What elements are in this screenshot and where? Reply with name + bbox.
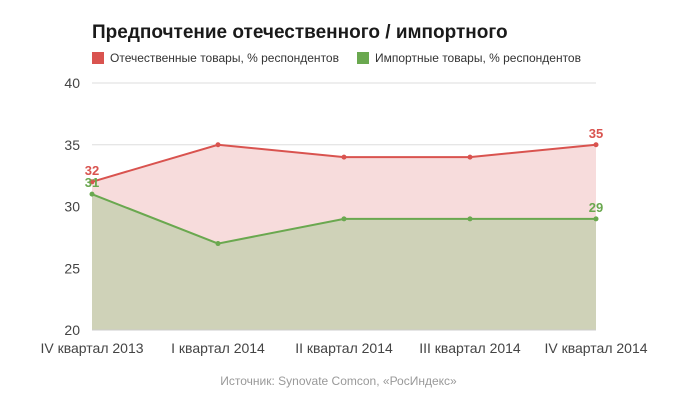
point-series-0-4: [593, 142, 599, 148]
data-label-series-0-4: 35: [589, 126, 603, 141]
data-label-series-1-4: 29: [589, 200, 603, 215]
chart-title: Предпочтение отечественного / импортного: [92, 22, 508, 43]
legend-item-domestic: Отечественные товары, % респондентов: [92, 51, 339, 65]
point-series-0-2: [341, 154, 347, 160]
legend-swatch-import: [356, 52, 369, 64]
legend-item-import: Импортные товары, % респондентов: [356, 51, 581, 65]
data-label-series-0-0: 32: [85, 163, 99, 178]
legend: Отечественные товары, % респондентов Имп…: [92, 51, 599, 65]
y-tick-label-3: 35: [64, 137, 80, 153]
legend-label-import: Импортные товары, % респондентов: [374, 51, 581, 65]
data-label-series-1-0: 31: [85, 175, 99, 190]
y-tick-label-1: 25: [64, 260, 80, 276]
legend-label-domestic: Отечественные товары, % респондентов: [110, 51, 339, 65]
x-tick-label-2: II квартал 2014: [295, 340, 393, 356]
point-series-1-0: [89, 191, 95, 197]
point-series-1-2: [341, 216, 347, 222]
point-series-0-3: [467, 154, 473, 160]
y-tick-label-4: 40: [64, 75, 80, 91]
point-series-1-4: [593, 216, 599, 222]
x-tick-label-3: III квартал 2014: [419, 340, 521, 356]
point-series-1-3: [467, 216, 473, 222]
y-tick-label-2: 30: [64, 199, 80, 215]
point-series-1-1: [215, 241, 221, 247]
x-tick-label-0: IV квартал 2013: [40, 340, 143, 356]
area-series-1: [92, 194, 596, 330]
point-series-0-0: [89, 179, 95, 185]
x-tick-label-4: IV квартал 2014: [544, 340, 647, 356]
x-tick-label-1: I квартал 2014: [171, 340, 265, 356]
point-series-0-1: [215, 142, 221, 148]
source-note: Источник: Synovate Comcon, «РосИндекс»: [220, 374, 457, 388]
legend-swatch-domestic: [92, 52, 104, 64]
y-tick-label-0: 20: [64, 322, 80, 338]
